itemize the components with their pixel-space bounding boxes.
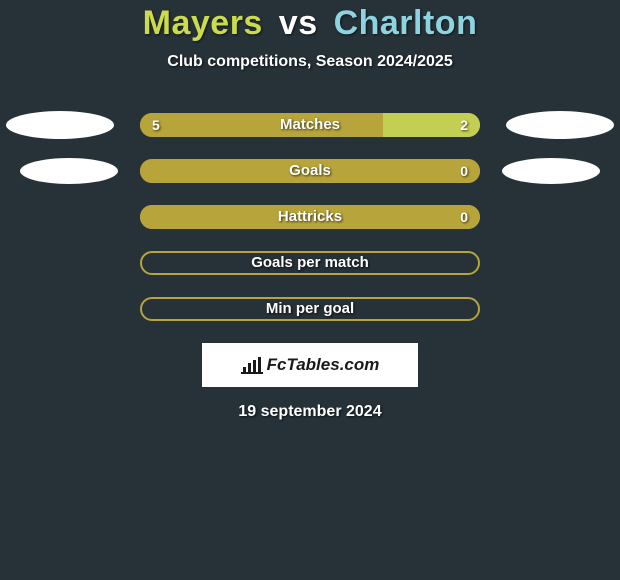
stat-bar-left-fill [140, 113, 383, 137]
stat-row: Matches52 [0, 113, 620, 137]
attribution-text: FcTables.com [267, 355, 380, 375]
title-player2: Charlton [334, 4, 478, 42]
player-badge-right [506, 111, 614, 139]
stat-row: Hattricks0 [0, 205, 620, 229]
stat-bar-right-fill [383, 113, 480, 137]
chart-icon [241, 356, 263, 374]
stat-row: Goals0 [0, 159, 620, 183]
player-badge-left [20, 158, 118, 184]
page-title: Mayers vs Charlton [0, 4, 620, 43]
attribution-box: FcTables.com [202, 343, 418, 387]
stat-bar [140, 113, 480, 137]
attribution: FcTables.com [241, 355, 380, 375]
player-badge-right [502, 158, 600, 184]
stat-bar-outline [140, 251, 480, 275]
stat-row: Goals per match [0, 251, 620, 275]
title-vs: vs [279, 4, 318, 42]
title-player1: Mayers [143, 4, 263, 42]
stat-bar [140, 159, 480, 183]
player-badge-left [6, 111, 114, 139]
stat-bar [140, 205, 480, 229]
stat-row: Min per goal [0, 297, 620, 321]
date-text: 19 september 2024 [0, 403, 620, 421]
stat-bar-outline [140, 297, 480, 321]
stats-comparison-card: Mayers vs Charlton Club competitions, Se… [0, 0, 620, 580]
stats-rows: Matches52 Goals0 Hattricks0 Goals per match… [0, 113, 620, 321]
subtitle: Club competitions, Season 2024/2025 [0, 53, 620, 71]
stat-bar-left-fill [140, 205, 480, 229]
stat-bar-left-fill [140, 159, 480, 183]
